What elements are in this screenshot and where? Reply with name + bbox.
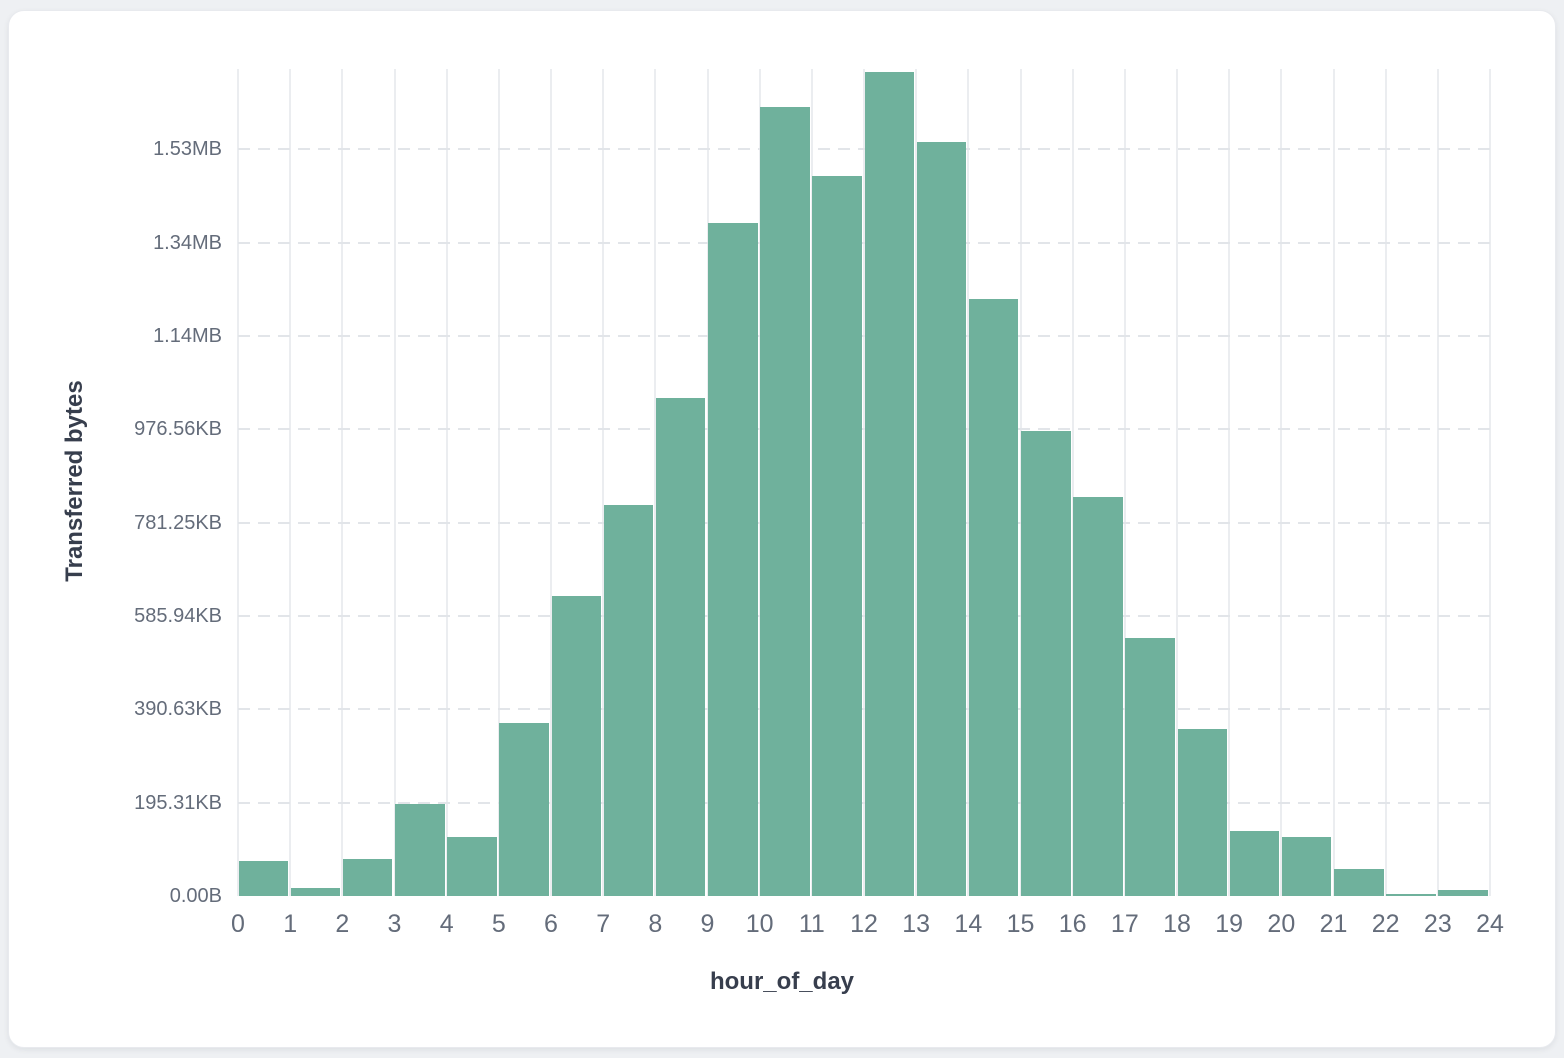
x-tick-label: 5	[491, 910, 506, 938]
y-tick-label: 1.34MB	[153, 231, 222, 254]
y-axis-title: Transferred bytes	[61, 380, 88, 582]
bar-hour-18[interactable]	[1177, 728, 1228, 896]
gridline-vertical	[1384, 69, 1387, 896]
gridline-vertical	[863, 69, 865, 896]
bar-hour-17[interactable]	[1125, 638, 1175, 896]
x-tick-label: 20	[1267, 910, 1296, 938]
gridline-horizontal	[238, 801, 1490, 804]
gridline-vertical	[445, 69, 448, 896]
y-tick-label: 976.56KB	[134, 418, 222, 441]
gridline-vertical	[1123, 69, 1126, 896]
bar-hour-11[interactable]	[812, 175, 862, 896]
gridline-vertical	[758, 69, 761, 896]
gridline-horizontal	[238, 428, 1490, 431]
bar-hour-14[interactable]	[968, 298, 1019, 896]
bar-hour-9[interactable]	[708, 223, 758, 896]
x-tick-label: 11	[798, 910, 825, 938]
x-tick-label: 12	[850, 910, 878, 938]
gridline-vertical	[1332, 69, 1335, 896]
y-tick-label: 195.31KB	[134, 791, 222, 814]
x-tick-label: 16	[1058, 910, 1087, 938]
bar-hour-22[interactable]	[1386, 893, 1436, 896]
bar-hour-8[interactable]	[655, 397, 706, 896]
bar-hour-7[interactable]	[603, 504, 654, 896]
bar-hour-2[interactable]	[342, 859, 393, 896]
y-tick-label: 390.63KB	[134, 698, 222, 721]
y-tick-label: 781.25KB	[134, 511, 222, 534]
x-tick-label: 22	[1371, 910, 1400, 938]
bar-hour-5[interactable]	[499, 723, 549, 896]
gridline-horizontal	[238, 708, 1490, 711]
gridline-vertical	[497, 69, 500, 896]
gridline-vertical	[915, 69, 918, 896]
gridline-vertical	[602, 69, 605, 896]
x-axis-title: hour_of_day	[709, 968, 855, 995]
bar-hour-4[interactable]	[447, 837, 497, 896]
bar-hour-1[interactable]	[290, 888, 341, 896]
bar-hour-16[interactable]	[1073, 496, 1123, 896]
y-tick-label: 1.14MB	[153, 324, 222, 347]
x-tick-label: 24	[1476, 910, 1504, 938]
gridline-vertical	[654, 69, 657, 896]
gridline-horizontal	[238, 521, 1490, 524]
x-tick-label: 13	[902, 910, 931, 938]
gridline-vertical	[1071, 69, 1074, 896]
gridline-vertical	[341, 69, 344, 896]
x-tick-label: 4	[439, 910, 454, 938]
gridline-vertical	[810, 69, 813, 896]
bar-hour-23[interactable]	[1438, 890, 1488, 896]
gridline-horizontal	[238, 334, 1490, 337]
bar-hour-21[interactable]	[1334, 869, 1384, 896]
x-tick-label: 0	[231, 910, 245, 938]
x-tick-label: 2	[335, 910, 350, 938]
bar-hour-3[interactable]	[395, 804, 445, 896]
x-tick-label: 19	[1215, 910, 1244, 938]
gridline-horizontal	[238, 241, 1490, 244]
y-tick-label: 585.94KB	[134, 604, 222, 627]
x-tick-label: 23	[1423, 910, 1452, 938]
gridline-vertical	[967, 69, 970, 896]
gridline-vertical	[1280, 69, 1283, 896]
gridline-vertical	[1228, 69, 1231, 896]
bar-hour-20[interactable]	[1281, 837, 1332, 896]
x-tick-label: 14	[954, 910, 983, 938]
x-tick-label: 17	[1110, 910, 1139, 938]
x-tick-label: 21	[1319, 910, 1348, 938]
gridline-vertical	[1176, 69, 1178, 896]
x-tick-label: 8	[648, 910, 663, 938]
bar-hour-12[interactable]	[864, 71, 915, 896]
gridline-vertical	[550, 69, 552, 896]
bar-hour-13[interactable]	[916, 142, 967, 896]
gridline-vertical	[1436, 69, 1439, 896]
gridline-horizontal	[238, 148, 1490, 151]
gridline-vertical	[393, 69, 396, 896]
x-tick-label: 15	[1006, 910, 1035, 938]
y-tick-label: 0.00B	[169, 885, 222, 907]
bar-hour-0[interactable]	[238, 861, 289, 896]
x-tick-label: 6	[544, 910, 558, 938]
x-tick-label: 3	[387, 910, 402, 938]
x-tick-label: 9	[700, 910, 715, 938]
gridline-vertical	[706, 69, 709, 896]
gridline-horizontal	[238, 614, 1490, 617]
x-tick-label: 10	[745, 910, 774, 938]
x-tick-label: 7	[596, 910, 611, 938]
bar-hour-15[interactable]	[1021, 431, 1071, 896]
x-tick-label: 1	[283, 910, 298, 938]
gridline-vertical	[1019, 69, 1022, 896]
bar-hour-19[interactable]	[1229, 830, 1280, 896]
bar-hour-6[interactable]	[551, 596, 602, 896]
gridline-vertical	[237, 69, 239, 896]
y-tick-label: 1.53MB	[153, 138, 222, 161]
gridline-vertical	[1489, 69, 1491, 896]
gridline-vertical	[289, 69, 292, 896]
x-tick-label: 18	[1163, 910, 1191, 938]
bar-hour-10[interactable]	[760, 107, 810, 896]
